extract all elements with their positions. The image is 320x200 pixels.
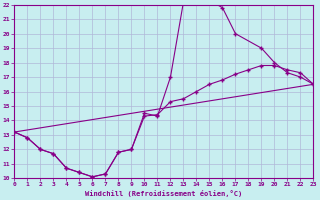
X-axis label: Windchill (Refroidissement éolien,°C): Windchill (Refroidissement éolien,°C) bbox=[85, 190, 243, 197]
